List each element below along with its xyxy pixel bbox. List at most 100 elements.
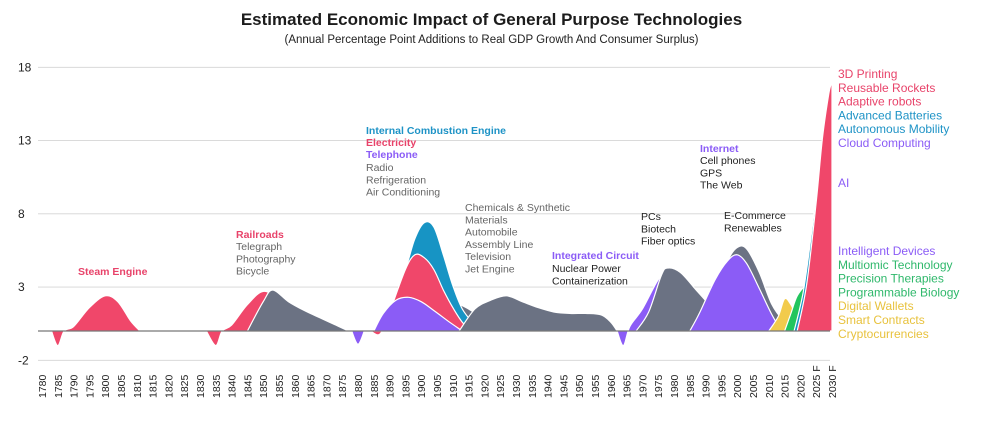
x-tick-label: 2005 xyxy=(748,374,760,398)
x-tick-label: 1780 xyxy=(37,374,49,398)
x-tick-label: 1855 xyxy=(274,374,286,398)
series-area-internet xyxy=(689,254,789,332)
legend-item: Advanced Batteries xyxy=(838,108,942,122)
legend-item: Smart Contracts xyxy=(838,313,925,327)
series-area-railroads_followers xyxy=(246,289,350,332)
annotation-pc-item: Fiber optics xyxy=(641,236,695,248)
annotation-pc-item: PCs xyxy=(641,211,661,223)
x-tick-label: 1835 xyxy=(211,374,223,398)
x-tick-label: 1785 xyxy=(53,374,65,398)
series-area-steam_engine xyxy=(50,295,141,347)
legend-item: 3D Printing xyxy=(838,67,897,81)
annotation-railroads-item: Photography xyxy=(236,253,296,265)
series-area-telephone xyxy=(373,296,463,332)
legend-item: Programmable Biology xyxy=(838,285,959,299)
chart-title: Estimated Economic Impact of General Pur… xyxy=(240,10,743,29)
x-tick-label: 1870 xyxy=(321,374,333,398)
x-tick-label: 1940 xyxy=(543,374,555,398)
annotation-ic-item: Containerization xyxy=(552,275,628,287)
x-tick-label: 1900 xyxy=(416,374,428,398)
x-tick-label: 1980 xyxy=(669,374,681,398)
x-tick-label: 1815 xyxy=(148,374,160,398)
series-area-rockets xyxy=(796,81,833,332)
annotation-ice-item: Radio xyxy=(366,162,394,174)
annotation-internal-combustion: Internal Combustion Engine xyxy=(366,125,506,137)
x-tick-label: 1825 xyxy=(179,374,191,398)
annotation-telephone: Telephone xyxy=(366,149,418,161)
series-areas xyxy=(50,81,833,347)
y-tick-label: 18 xyxy=(18,60,32,74)
annotation-chemicals-item: Assembly Line xyxy=(465,239,533,251)
x-tick-label: 1945 xyxy=(558,374,570,398)
legend-item: Multiomic Technology xyxy=(838,258,953,272)
x-tick-label: 1905 xyxy=(432,374,444,398)
x-tick-label: 1910 xyxy=(448,374,460,398)
annotation-ecommerce-item: Renewables xyxy=(724,222,782,234)
annotation-chemicals-item: Automobile xyxy=(465,227,518,239)
x-tick-label: 1985 xyxy=(685,374,697,398)
x-tick-label: 1975 xyxy=(653,374,665,398)
x-tick-label: 1830 xyxy=(195,374,207,398)
x-tick-label: 1950 xyxy=(574,374,586,398)
x-tick-label: 1995 xyxy=(716,374,728,398)
legend-item: Autonomous Mobility xyxy=(838,122,949,136)
annotation-ic-item: Nuclear Power xyxy=(552,263,621,275)
x-tick-label: 1895 xyxy=(400,374,412,398)
x-tick-label: 2025 F xyxy=(811,365,823,398)
legend-item: Cryptocurrencies xyxy=(838,327,929,341)
annotation-chemicals-item: Television xyxy=(465,251,511,263)
x-tick-label: 1810 xyxy=(132,374,144,398)
x-tick-label: 2010 xyxy=(764,374,776,398)
x-tick-label: 1890 xyxy=(385,374,397,398)
gridlines xyxy=(38,66,830,361)
x-tick-label: 2015 xyxy=(780,374,792,398)
annotation-chemicals-item: Materials xyxy=(465,214,508,226)
x-tick-label: 1990 xyxy=(701,374,713,398)
x-tick-label: 1930 xyxy=(511,374,523,398)
annotation-railroads-item: Bicycle xyxy=(236,266,269,278)
x-tick-label: 1935 xyxy=(527,374,539,398)
x-tick-label: 1885 xyxy=(369,374,381,398)
x-tick-label: 1915 xyxy=(464,374,476,398)
x-tick-label: 1845 xyxy=(242,374,254,398)
x-tick-label: 1865 xyxy=(306,374,318,398)
x-tick-label: 2000 xyxy=(732,374,744,398)
x-tick-label: 1920 xyxy=(479,374,491,398)
x-tick-label: 1960 xyxy=(606,374,618,398)
y-axis-ticks: 18 13 8 3 -2 xyxy=(18,60,32,367)
x-tick-label: 1790 xyxy=(69,374,81,398)
x-tick-label: 1850 xyxy=(258,374,270,398)
legend-item: Adaptive robots xyxy=(838,95,921,109)
series-area-chemicals xyxy=(458,295,618,332)
annotation-internet-item: Cell phones xyxy=(700,155,755,167)
x-tick-label: 1925 xyxy=(495,374,507,398)
y-tick-label: 3 xyxy=(18,280,25,294)
annotation-railroads: Railroads xyxy=(236,229,284,241)
y-tick-label: 13 xyxy=(18,134,32,148)
x-tick-label: 1800 xyxy=(100,374,112,398)
legend-item: Precision Therapies xyxy=(838,272,944,286)
x-tick-label: 1805 xyxy=(116,374,128,398)
legend-item: Reusable Rockets xyxy=(838,81,935,95)
x-tick-label: 1970 xyxy=(637,374,649,398)
x-tick-label: 1875 xyxy=(337,374,349,398)
annotations: Steam Engine RailroadsTelegraphPhotograph… xyxy=(78,125,786,287)
legend-item: Digital Wallets xyxy=(838,299,914,313)
series-area-dip_1880 xyxy=(351,330,365,345)
annotation-chemicals-item: Chemicals & Synthetic xyxy=(465,202,570,214)
legend-item: Intelligent Devices xyxy=(838,244,935,258)
legend-item: Cloud Computing xyxy=(838,136,931,150)
annotation-steam-engine: Steam Engine xyxy=(78,266,148,278)
x-tick-label: 1795 xyxy=(84,374,96,398)
annotation-electricity: Electricity xyxy=(366,137,416,149)
x-tick-label: 1840 xyxy=(227,374,239,398)
annotation-internet: Internet xyxy=(700,143,739,155)
annotation-railroads-item: Telegraph xyxy=(236,241,282,253)
annotation-internet-item: GPS xyxy=(700,167,722,179)
x-tick-label: 2020 xyxy=(795,374,807,398)
x-axis-ticks: 1780 1785 1790 1795 1800 1805 1810 1815 1820 1825… xyxy=(37,365,839,398)
x-tick-label: 2030 F xyxy=(827,365,839,398)
chart-subtitle: (Annual Percentage Point Additions to Re… xyxy=(284,34,699,46)
